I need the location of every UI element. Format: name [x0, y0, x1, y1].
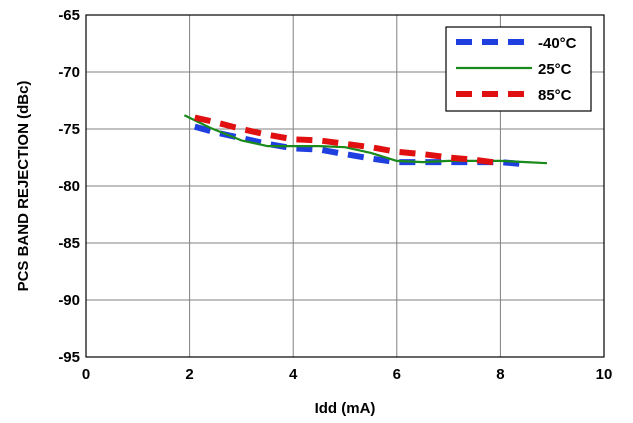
- y-tick-label: -75: [58, 121, 80, 138]
- legend: -40°C 25°C 85°C: [445, 26, 592, 112]
- x-axis-label: Idd (mA): [315, 400, 376, 417]
- legend-label: 25°C: [538, 61, 572, 78]
- x-tick-label: 6: [393, 366, 401, 383]
- legend-label: -40°C: [538, 35, 577, 52]
- x-tick-label: 10: [596, 366, 613, 383]
- x-tick-label: 0: [82, 366, 90, 383]
- y-tick-label: -70: [58, 64, 80, 81]
- tick-labels: 0 2 4 6 8 10 -65 -70 -75 -80 -85 -90 -95: [58, 7, 612, 383]
- y-tick-label: -80: [58, 178, 80, 195]
- series-layer: [183, 114, 548, 168]
- y-tick-label: -65: [58, 7, 80, 24]
- y-axis-label: PCS BAND REJECTION (dBc): [15, 81, 32, 292]
- series-line-0: [194, 123, 527, 168]
- x-tick-label: 2: [185, 366, 193, 383]
- plot-area-border: [85, 14, 605, 358]
- y-tick-label: -95: [58, 349, 80, 366]
- y-tick-label: -90: [58, 292, 80, 309]
- x-tick-label: 8: [496, 366, 504, 383]
- y-tick-label: -85: [58, 235, 80, 252]
- x-tick-label: 4: [289, 366, 298, 383]
- legend-label: 85°C: [538, 87, 572, 104]
